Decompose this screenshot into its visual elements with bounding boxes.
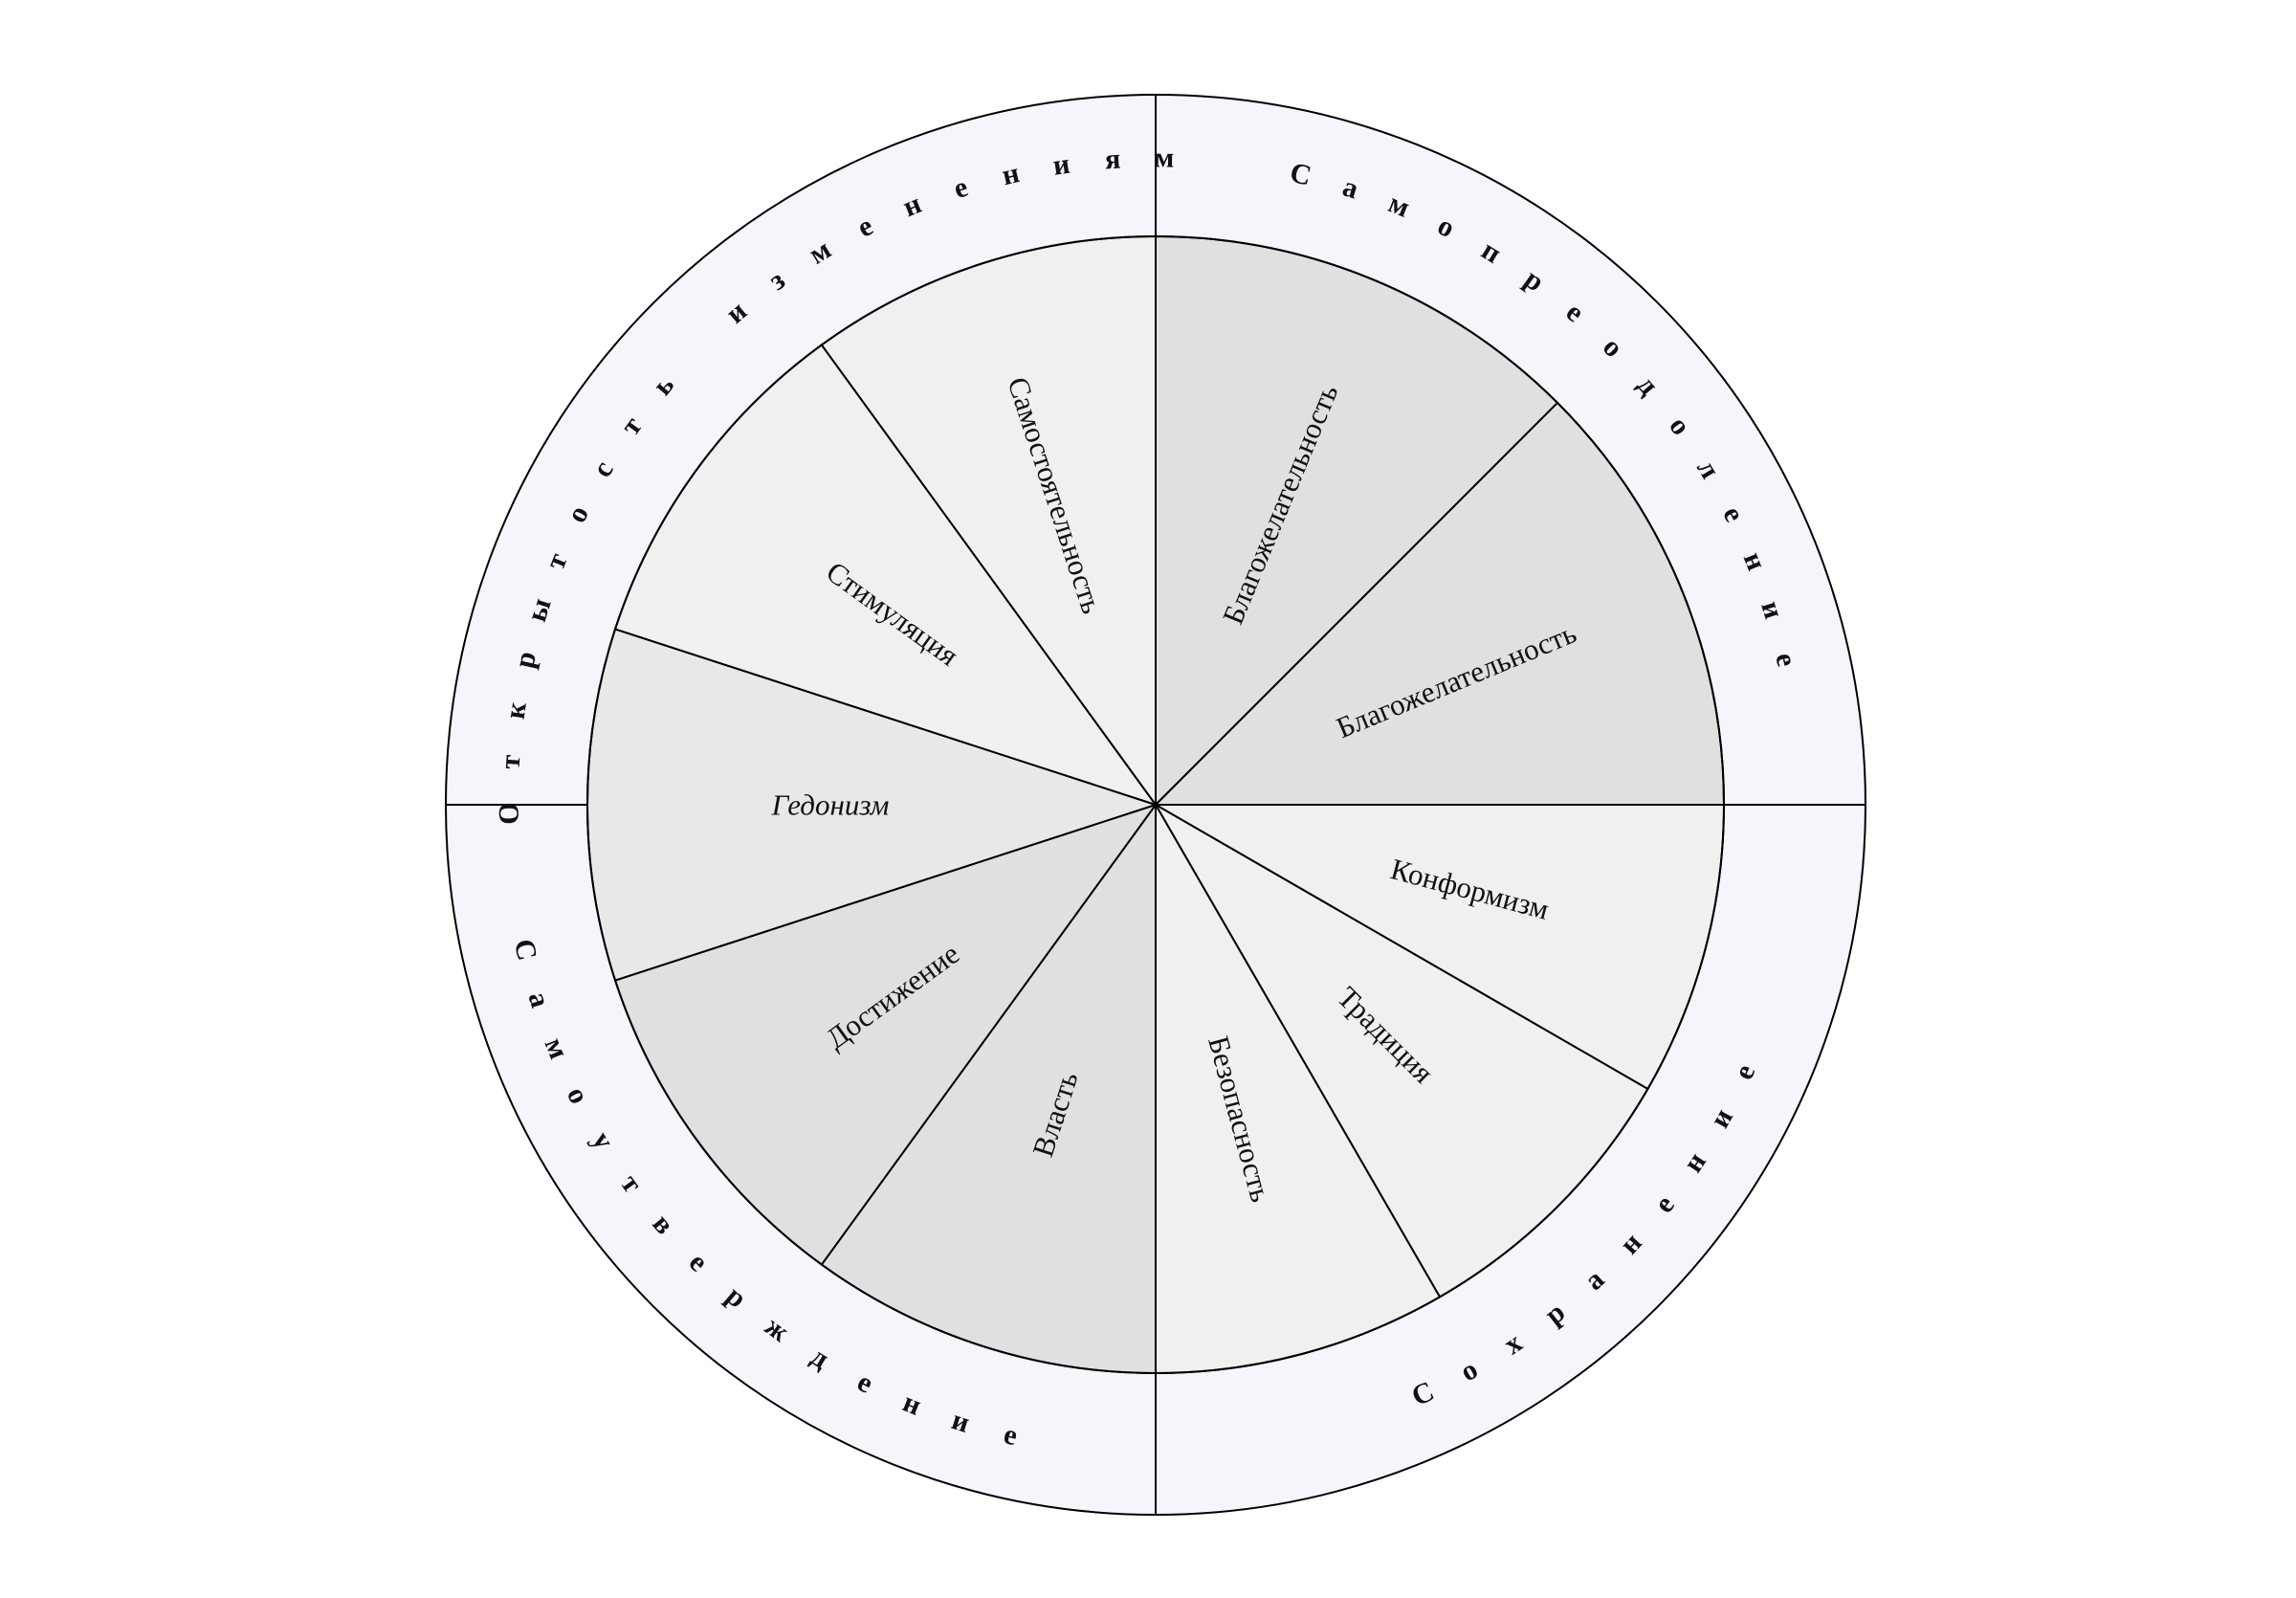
- group-label-letter: р: [508, 649, 542, 672]
- group-label-letter: О: [493, 802, 524, 825]
- sector-label: Гедонизм: [771, 788, 890, 822]
- group-label-letter: к: [499, 699, 533, 721]
- group-label-letter: я: [1104, 143, 1121, 175]
- sector-layer: [586, 234, 1726, 1375]
- group-label-letter: т: [495, 753, 527, 769]
- divider-layer: [446, 95, 1866, 1515]
- group-label-letter: и: [1050, 148, 1071, 182]
- group-label-letter: м: [1155, 142, 1175, 173]
